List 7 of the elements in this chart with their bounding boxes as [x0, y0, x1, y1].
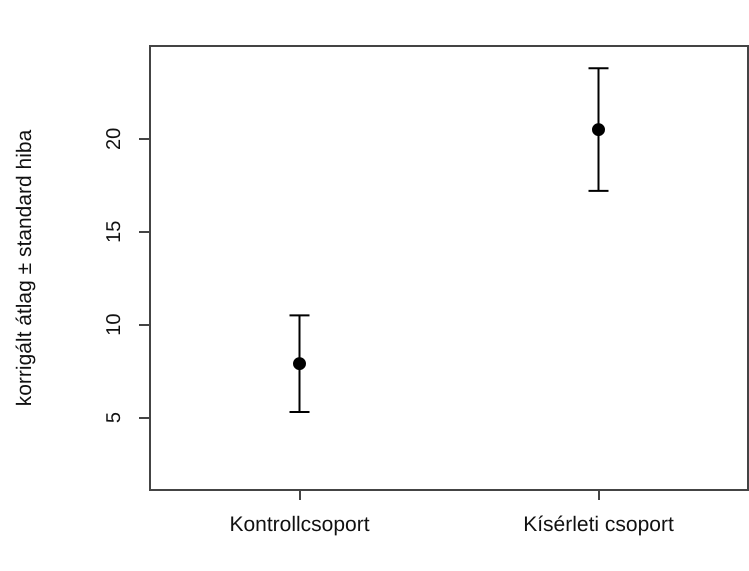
y-tick-label: 20	[103, 128, 125, 150]
x-tick-label: Kontrollcsoport	[229, 513, 370, 536]
y-tick-label: 15	[103, 220, 125, 243]
y-tick-label: 5	[103, 412, 125, 424]
y-axis-title: korrigált átlag ± standard hiba	[13, 129, 36, 406]
x-tick-label: Kísérleti csoport	[523, 513, 674, 536]
y-tick-label: 10	[103, 314, 125, 336]
